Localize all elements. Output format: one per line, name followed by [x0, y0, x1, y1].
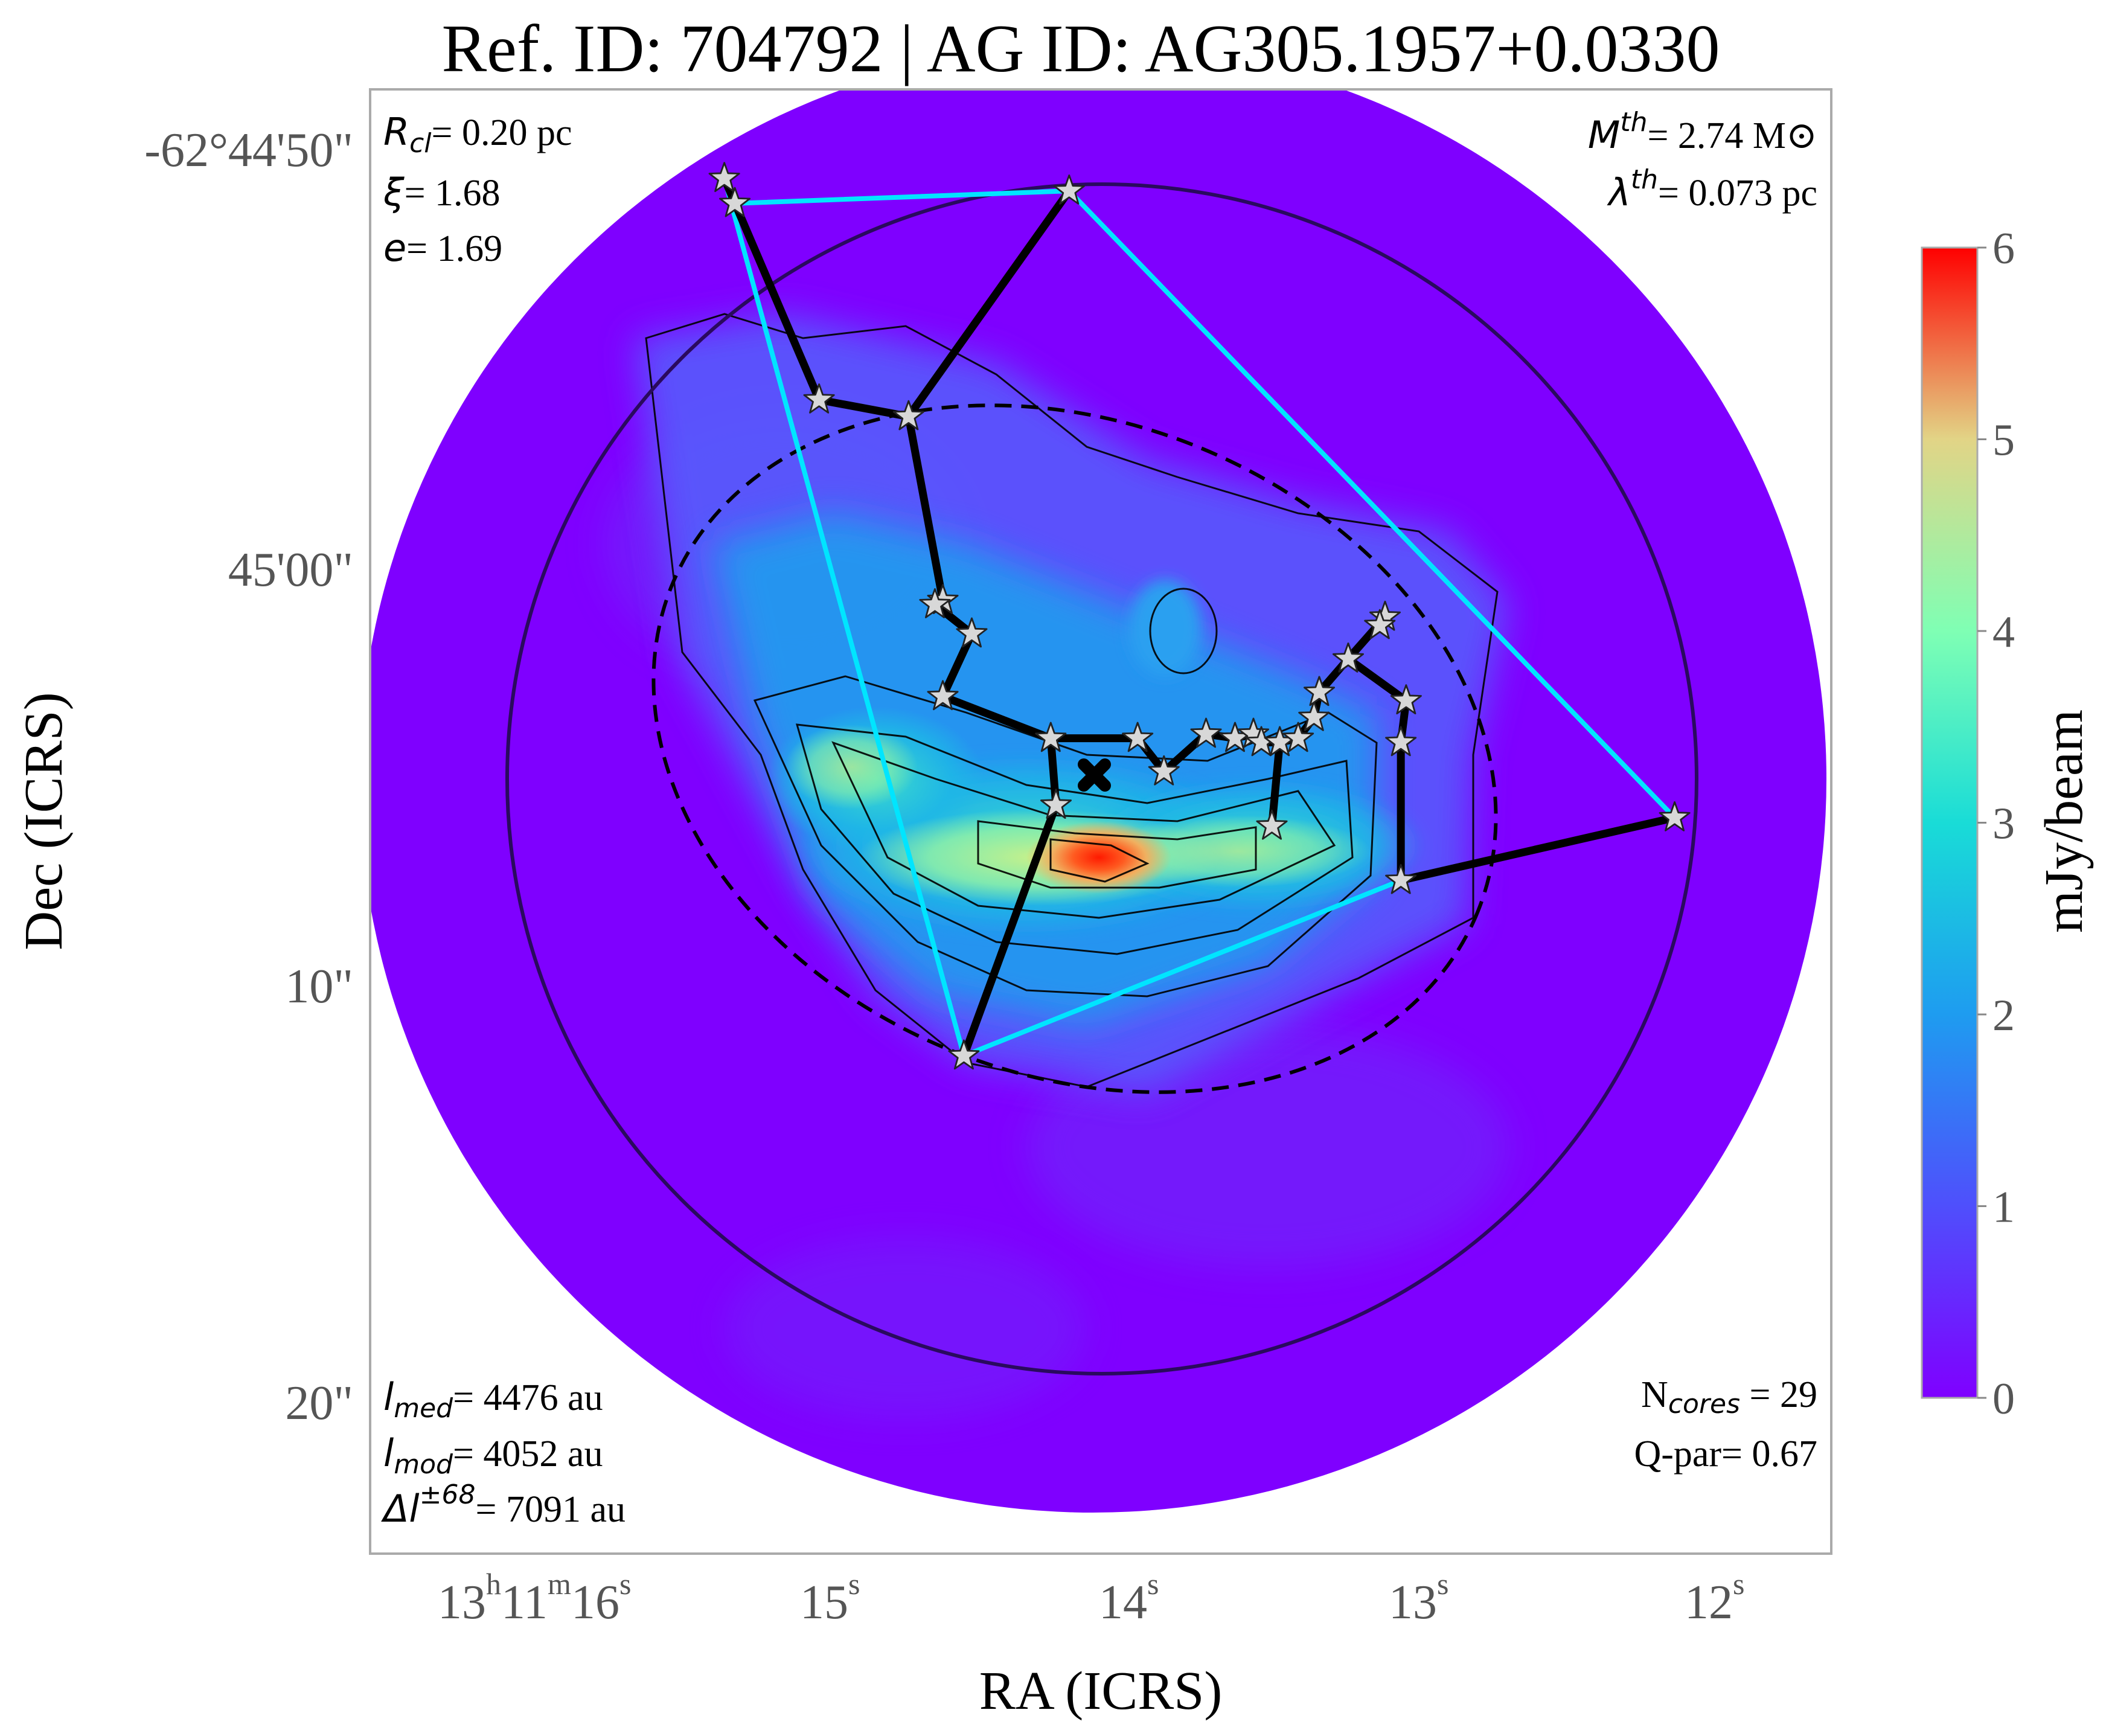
- svg-text:ξ= 1.68: ξ= 1.68: [383, 170, 501, 214]
- ra-tick-label: 13h11m16s: [438, 1567, 631, 1629]
- dec-tick-label: 45'00": [228, 543, 353, 597]
- colorbar-tick-label: 0: [1992, 1374, 2015, 1424]
- x-axis-label: RA (ICRS): [979, 1661, 1223, 1721]
- cluster-radius-circle: [505, 182, 1698, 1376]
- cluster-center-marker: [1078, 758, 1111, 792]
- svg-text:λth= 0.073 pc: λth= 0.073 pc: [1607, 164, 1817, 214]
- y-axis-label: Dec (ICRS): [14, 692, 74, 950]
- svg-text:Δl±68= 7091 au: Δl±68= 7091 au: [381, 1479, 626, 1531]
- chart-title: Ref. ID: 704792 | AG ID: AG305.1957+0.03…: [441, 11, 1720, 86]
- annotation-bottom-left: lmed= 4476 au lmod= 4052 au Δl±68= 7091 …: [381, 1375, 626, 1531]
- colorbar-gradient: [1921, 246, 1979, 1399]
- annotation-bottom-right: Ncores = 29 Q-par= 0.67: [1634, 1374, 1817, 1475]
- mst-edge: [959, 801, 1060, 1060]
- svg-text:Q-par= 0.67: Q-par= 0.67: [1634, 1433, 1817, 1475]
- annotation-top-left: Rcl= 0.20 pc ξ= 1.68 e= 1.69: [383, 110, 572, 270]
- svg-text:e= 1.69: e= 1.69: [383, 226, 502, 270]
- colorbar-tick-label: 4: [1992, 607, 2015, 657]
- mst-edge: [904, 412, 947, 604]
- ra-tick-label: 15s: [800, 1567, 860, 1629]
- ra-tick-label: 14s: [1099, 1567, 1159, 1629]
- mst-edge: [904, 187, 1074, 421]
- colorbar-label: mJy/beam: [2034, 709, 2094, 933]
- ra-tick-label: 12s: [1685, 1567, 1744, 1629]
- mst-edge: [1344, 655, 1410, 705]
- dec-tick-label: -62°44'50": [144, 124, 353, 177]
- svg-text:lmed= 4476 au: lmed= 4476 au: [383, 1375, 603, 1424]
- colorbar-tick-label: 2: [1992, 991, 2015, 1040]
- colorbar: 0 1 2 3 4 5 6 mJy/beam: [1921, 224, 2094, 1424]
- svg-text:Mth= 2.74 M⊙: Mth= 2.74 M⊙: [1588, 107, 1817, 157]
- annotation-top-right: Mth= 2.74 M⊙ λth= 0.073 pc: [1588, 107, 1817, 214]
- dec-tick-labels: -62°44'50" 45'00" 10" 20": [144, 124, 353, 1430]
- mst-edge: [939, 692, 1055, 743]
- colorbar-tick-label: 6: [1992, 224, 2015, 274]
- svg-text:Ncores = 29: Ncores = 29: [1641, 1374, 1817, 1420]
- dec-tick-label: 20": [285, 1377, 353, 1430]
- svg-text:lmod= 4052 au: lmod= 4052 au: [383, 1431, 603, 1480]
- colorbar-tick-label: 5: [1992, 416, 2015, 466]
- colorbar-ticks: 0 1 2 3 4 5 6: [1977, 224, 2015, 1424]
- mst-edge: [720, 174, 824, 404]
- ra-tick-labels: 13h11m16s 15s 14s 13s 12s: [438, 1567, 1744, 1629]
- mst-edge: [815, 396, 913, 421]
- ra-tick-label: 13s: [1389, 1567, 1448, 1629]
- svg-text:Rcl= 0.20 pc: Rcl= 0.20 pc: [383, 110, 572, 159]
- colorbar-tick-label: 3: [1992, 799, 2015, 849]
- colorbar-tick-label: 1: [1992, 1183, 2015, 1232]
- dec-tick-label: 10": [285, 960, 353, 1013]
- mst-edge: [1397, 813, 1679, 885]
- map-image: [370, 89, 1826, 1513]
- axes-frame: [369, 88, 1832, 1555]
